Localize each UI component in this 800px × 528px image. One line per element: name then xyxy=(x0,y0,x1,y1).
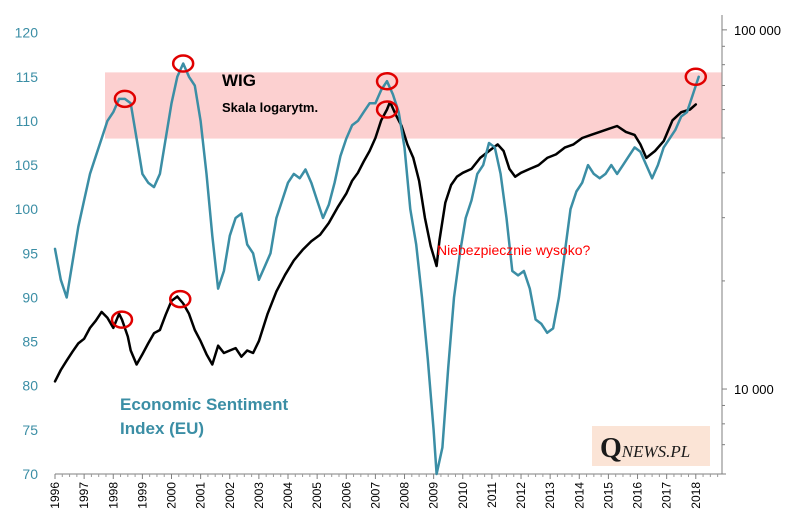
highlight-circle xyxy=(113,89,137,109)
x-tick-label: 1998 xyxy=(106,482,120,509)
y-left-tick-label: 85 xyxy=(22,334,38,350)
x-tick-label: 2002 xyxy=(223,482,237,509)
y-left-tick-label: 105 xyxy=(15,157,39,173)
x-tick-label: 2007 xyxy=(368,482,382,509)
y-right-tick-label: 10 000 xyxy=(734,382,774,397)
y-left-tick-label: 100 xyxy=(15,201,39,217)
y-left-tick-label: 70 xyxy=(22,466,38,482)
x-tick-label: 2003 xyxy=(252,482,266,509)
wig-series-line xyxy=(53,100,698,383)
y-left-tick-label: 90 xyxy=(22,289,38,305)
danger-zone-label: Niebezpiecznie wysoko? xyxy=(437,242,591,258)
x-tick-label: 1999 xyxy=(135,482,149,509)
x-tick-label: 2015 xyxy=(601,482,615,509)
x-tick-label: 1996 xyxy=(48,482,62,509)
x-tick-label: 2017 xyxy=(660,482,674,509)
highlight-circle xyxy=(110,310,134,329)
y-left-tick-label: 80 xyxy=(22,378,38,394)
y-right-tick-label: 100 000 xyxy=(734,23,781,38)
x-tick-label: 2001 xyxy=(194,482,208,509)
y-left-tick-label: 95 xyxy=(22,245,38,261)
esi-label-line2: Index (EU) xyxy=(120,419,204,438)
x-tick-label: 2004 xyxy=(281,482,295,509)
highlight-circle xyxy=(168,289,192,309)
x-tick-label: 2018 xyxy=(689,482,703,509)
logo-background xyxy=(592,426,710,466)
wig-scale-note: Skala logarytm. xyxy=(222,100,318,115)
wig-label: WIG xyxy=(222,71,256,90)
highlight-circle xyxy=(375,100,399,119)
x-tick-label: 2008 xyxy=(398,482,412,509)
x-tick-label: 2006 xyxy=(339,482,353,509)
highlight-circle xyxy=(375,71,399,91)
y-left-tick-label: 115 xyxy=(16,69,39,85)
highlight-circle xyxy=(171,54,195,73)
y-left-tick-label: 110 xyxy=(16,113,39,129)
x-tick-label: 1997 xyxy=(77,482,91,509)
x-tick-label: 2000 xyxy=(165,482,179,509)
x-tick-label: 2012 xyxy=(514,482,528,509)
x-tick-label: 2010 xyxy=(456,482,470,509)
x-tick-label: 2011 xyxy=(485,482,499,508)
esi-label-line1: Economic Sentiment xyxy=(120,395,288,414)
x-tick-label: 2016 xyxy=(631,482,645,509)
x-tick-label: 2014 xyxy=(572,482,586,509)
esi-series-line xyxy=(53,62,700,476)
highlight-circle xyxy=(684,67,708,87)
x-tick-label: 2013 xyxy=(543,482,557,509)
y-left-tick-label: 75 xyxy=(22,422,38,438)
qnews-logo: QNEWS.PL xyxy=(600,433,690,464)
y-left-tick-label: 120 xyxy=(15,25,39,41)
x-tick-label: 2005 xyxy=(310,482,324,509)
x-tick-label: 2009 xyxy=(427,482,441,509)
